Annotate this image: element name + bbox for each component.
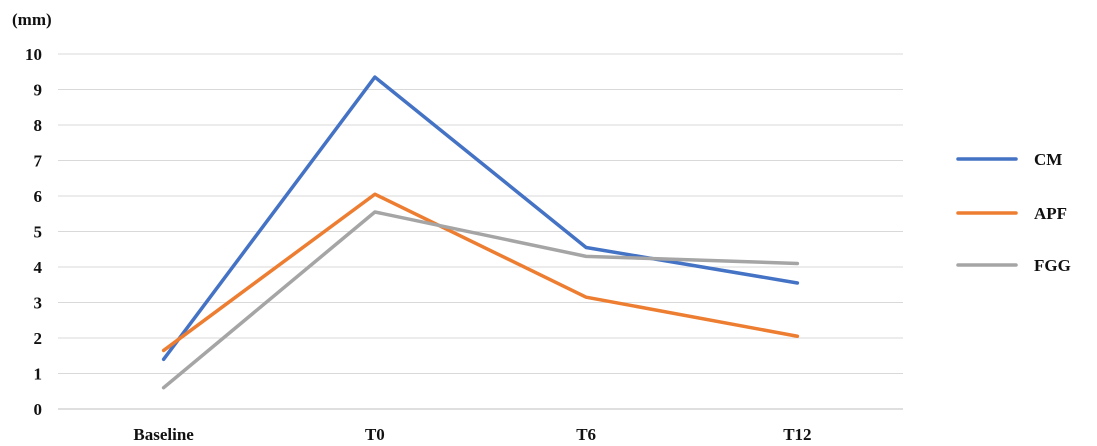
legend-label: CM xyxy=(1034,150,1062,169)
y-tick-label: 4 xyxy=(34,258,43,277)
x-tick-label: Baseline xyxy=(133,425,194,444)
y-tick-label: 5 xyxy=(34,223,43,242)
y-tick-label: 9 xyxy=(34,81,43,100)
y-tick-label: 7 xyxy=(34,152,43,171)
series-line-apf xyxy=(161,192,800,353)
y-tick-label: 1 xyxy=(34,365,43,384)
x-tick-label: T12 xyxy=(783,425,811,444)
y-tick-label: 8 xyxy=(34,116,43,135)
legend: CM APF FGG xyxy=(956,150,1071,275)
x-tick-label: T0 xyxy=(365,425,385,444)
y-tick-label: 0 xyxy=(34,400,43,419)
gridlines xyxy=(58,53,903,410)
legend-label: APF xyxy=(1034,204,1067,223)
x-axis-ticks: Baseline T0 T6 T12 xyxy=(133,425,811,444)
y-axis-unit-label: (mm) xyxy=(12,10,52,29)
x-tick-label: T6 xyxy=(576,425,596,444)
y-tick-label: 6 xyxy=(34,187,43,206)
y-tick-label: 3 xyxy=(34,294,43,313)
legend-label: FGG xyxy=(1034,256,1071,275)
y-tick-label: 2 xyxy=(34,329,43,348)
legend-item-fgg: FGG xyxy=(956,256,1071,275)
series-lines xyxy=(161,75,800,390)
series-line-cm xyxy=(161,75,800,362)
legend-item-cm: CM xyxy=(956,150,1062,169)
legend-item-apf: APF xyxy=(956,204,1067,223)
series-line-fgg xyxy=(161,210,800,390)
y-axis-ticks: 0 1 2 3 4 5 6 7 8 9 10 xyxy=(25,45,43,419)
y-tick-label: 10 xyxy=(25,45,42,64)
